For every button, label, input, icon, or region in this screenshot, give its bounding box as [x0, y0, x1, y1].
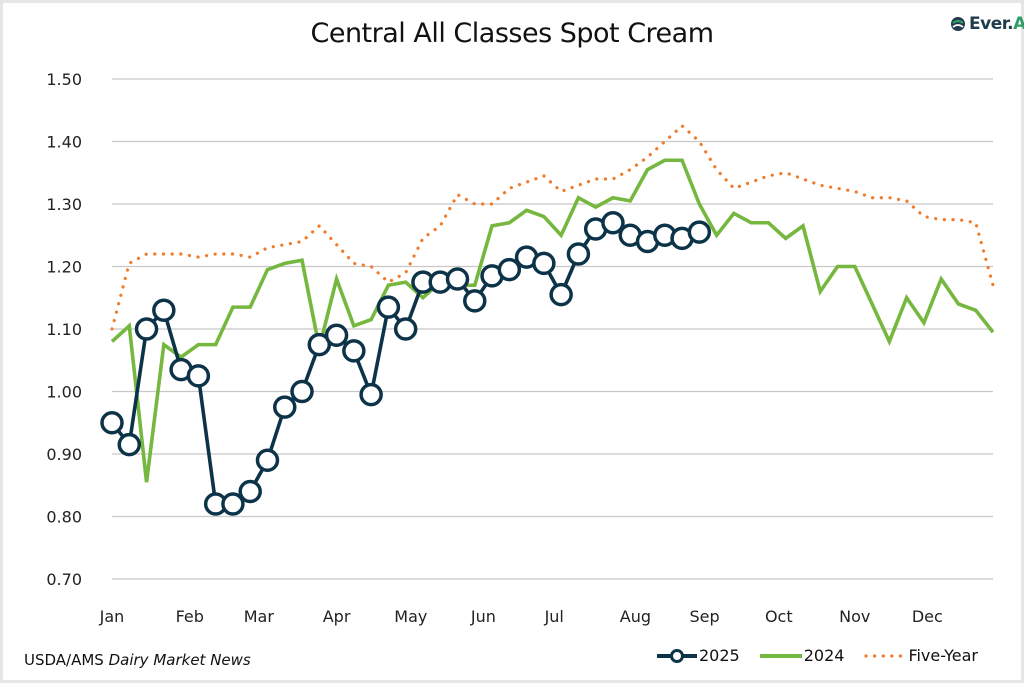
- legend-item-2025: 2025: [655, 646, 740, 665]
- data-point-2025: [566, 242, 591, 266]
- ever-ag-leaf-icon: [951, 17, 965, 31]
- y-tick-label: 0.80: [46, 508, 82, 527]
- data-point-2025: [463, 289, 487, 313]
- x-tick-label: Dec: [912, 607, 943, 626]
- y-tick-label: 0.90: [46, 445, 82, 464]
- x-tick-label: Apr: [323, 607, 351, 626]
- legend-marker-2024: [759, 653, 802, 658]
- y-tick-label: 1.10: [46, 320, 82, 339]
- data-point-2025: [290, 379, 314, 404]
- data-point-2025: [152, 298, 176, 322]
- logo-text: Ever.Ag: [969, 14, 1024, 34]
- x-tick-label: Jul: [544, 607, 564, 626]
- y-tick-label: 0.70: [46, 570, 82, 589]
- data-point-2025: [272, 395, 297, 419]
- x-tick-label: Jan: [99, 607, 125, 626]
- legend-item-five-year: Five-Year: [862, 646, 978, 665]
- data-point-2025: [221, 492, 245, 516]
- y-tick-label: 1.40: [46, 133, 82, 152]
- data-point-2025: [307, 332, 332, 357]
- data-point-2025: [117, 432, 142, 457]
- x-tick-label: Feb: [176, 607, 204, 626]
- data-point-2025: [497, 257, 522, 282]
- data-point-2025: [255, 448, 280, 472]
- data-point-2025: [376, 295, 401, 319]
- data-point-2025: [134, 317, 159, 341]
- x-tick-label: Mar: [244, 607, 275, 626]
- chart-legend: 2025 2024 Five-Year: [655, 646, 978, 665]
- series-line-2024: [110, 158, 995, 483]
- x-tick-label: May: [394, 607, 427, 626]
- data-point-2025: [687, 220, 712, 244]
- data-point-2025: [393, 317, 418, 341]
- data-point-2025: [445, 267, 470, 291]
- data-point-2025: [186, 364, 211, 388]
- legend-label-2024: 2024: [803, 646, 845, 665]
- x-tick-label: Sep: [689, 607, 719, 626]
- data-point-2025: [342, 339, 366, 363]
- y-tick-label: 1.30: [46, 195, 82, 214]
- data-point-2025: [238, 479, 262, 504]
- series-line-2025: [110, 220, 700, 506]
- legend-marker-2025: [657, 648, 697, 663]
- data-point-2025: [532, 251, 556, 276]
- source-prefix: USDA/AMS: [24, 651, 109, 669]
- source-publication: Dairy Market News: [108, 651, 251, 669]
- data-point-2025: [359, 382, 383, 407]
- series-line-five-year: [110, 123, 995, 331]
- x-tick-label: Nov: [839, 607, 870, 626]
- y-tick-label: 1.00: [46, 383, 82, 402]
- data-point-2025: [100, 411, 124, 435]
- ever-ag-logo: Ever.Ag: [950, 14, 1024, 34]
- chart-title: Central All Classes Spot Cream: [310, 18, 714, 49]
- legend-label-five-year: Five-Year: [908, 646, 978, 665]
- data-point-2025: [601, 211, 625, 235]
- x-tick-label: Aug: [620, 607, 651, 626]
- x-tick-label: Oct: [765, 607, 793, 626]
- y-tick-label: 1.50: [46, 70, 82, 89]
- x-tick-label: Jun: [470, 607, 496, 626]
- legend-marker-five-year: [864, 653, 907, 658]
- legend-item-2024: 2024: [758, 646, 845, 665]
- y-tick-label: 1.20: [46, 258, 82, 277]
- legend-label-2025: 2025: [699, 646, 740, 665]
- source-note: USDA/AMS Dairy Market News: [24, 651, 251, 669]
- data-point-2025: [549, 282, 573, 307]
- data-point-2025: [324, 323, 349, 347]
